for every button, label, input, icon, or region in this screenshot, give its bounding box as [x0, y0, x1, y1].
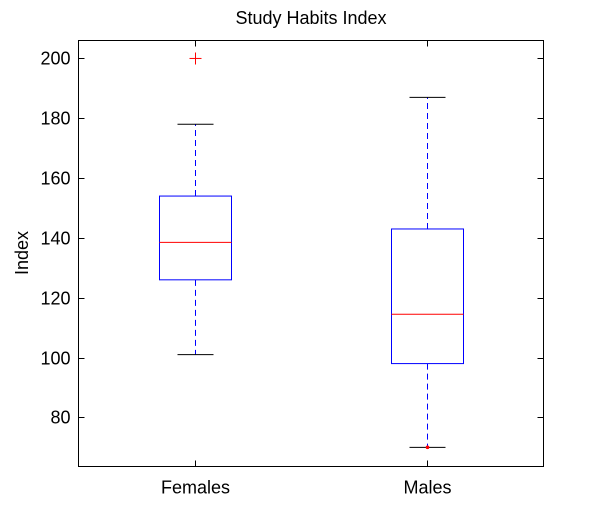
box-males [391, 96, 464, 450]
box-iqr [159, 195, 232, 281]
y-tick-label: 160 [40, 169, 70, 189]
y-tick-label: 100 [40, 349, 70, 369]
plot-frame [78, 40, 544, 467]
y-tick-label: 80 [50, 408, 70, 428]
box-females [159, 52, 232, 356]
y-tick-label: 180 [40, 109, 70, 129]
chart-title: Study Habits Index [235, 8, 386, 28]
y-tick-label: 200 [40, 49, 70, 69]
outlier-marker [425, 445, 430, 450]
x-tick-label: Females [161, 478, 230, 498]
y-axis-label: Index [12, 231, 32, 275]
y-tick-label: 140 [40, 229, 70, 249]
box-iqr [391, 228, 464, 365]
x-tick-label: Males [403, 478, 451, 498]
y-tick-label: 120 [40, 289, 70, 309]
